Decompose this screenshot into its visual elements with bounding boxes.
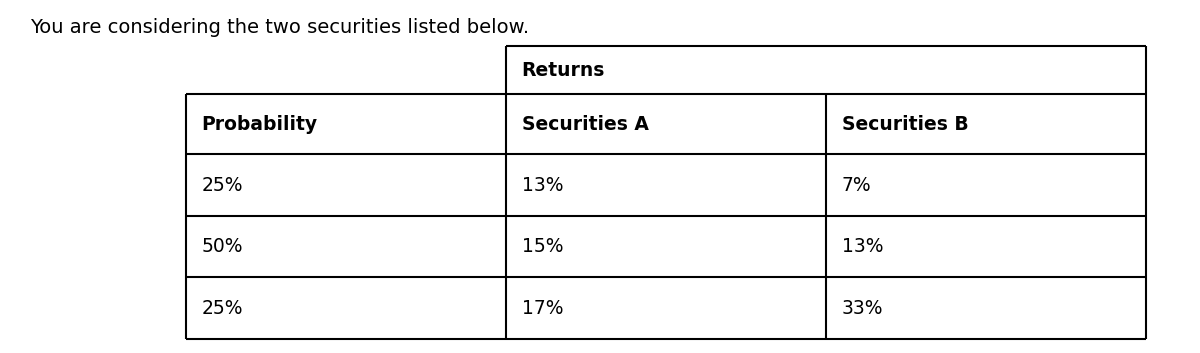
Text: 25%: 25% bbox=[202, 175, 244, 195]
Text: 17%: 17% bbox=[522, 299, 563, 318]
Text: 33%: 33% bbox=[841, 299, 883, 318]
Text: Securities A: Securities A bbox=[522, 115, 648, 134]
Text: 15%: 15% bbox=[522, 237, 563, 256]
Text: 13%: 13% bbox=[841, 237, 883, 256]
Text: Probability: Probability bbox=[202, 115, 318, 134]
Text: 50%: 50% bbox=[202, 237, 244, 256]
Text: You are considering the two securities listed below.: You are considering the two securities l… bbox=[30, 18, 529, 37]
Text: 7%: 7% bbox=[841, 175, 871, 195]
Text: 25%: 25% bbox=[202, 299, 244, 318]
Text: 13%: 13% bbox=[522, 175, 563, 195]
Text: Returns: Returns bbox=[522, 61, 605, 79]
Text: Securities B: Securities B bbox=[841, 115, 968, 134]
